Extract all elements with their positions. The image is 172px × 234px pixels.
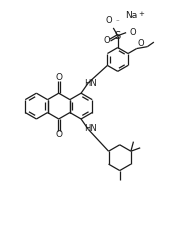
Text: O: O <box>138 39 144 48</box>
Text: +: + <box>138 11 144 17</box>
Text: ⁻: ⁻ <box>115 19 119 26</box>
Text: O: O <box>129 28 136 37</box>
Text: HN: HN <box>84 124 97 133</box>
Text: S: S <box>115 31 121 41</box>
Text: Na: Na <box>125 11 137 20</box>
Text: O: O <box>104 36 110 45</box>
Text: O: O <box>106 16 112 26</box>
Text: HN: HN <box>84 79 97 88</box>
Text: O: O <box>55 73 62 82</box>
Text: O: O <box>55 130 62 139</box>
